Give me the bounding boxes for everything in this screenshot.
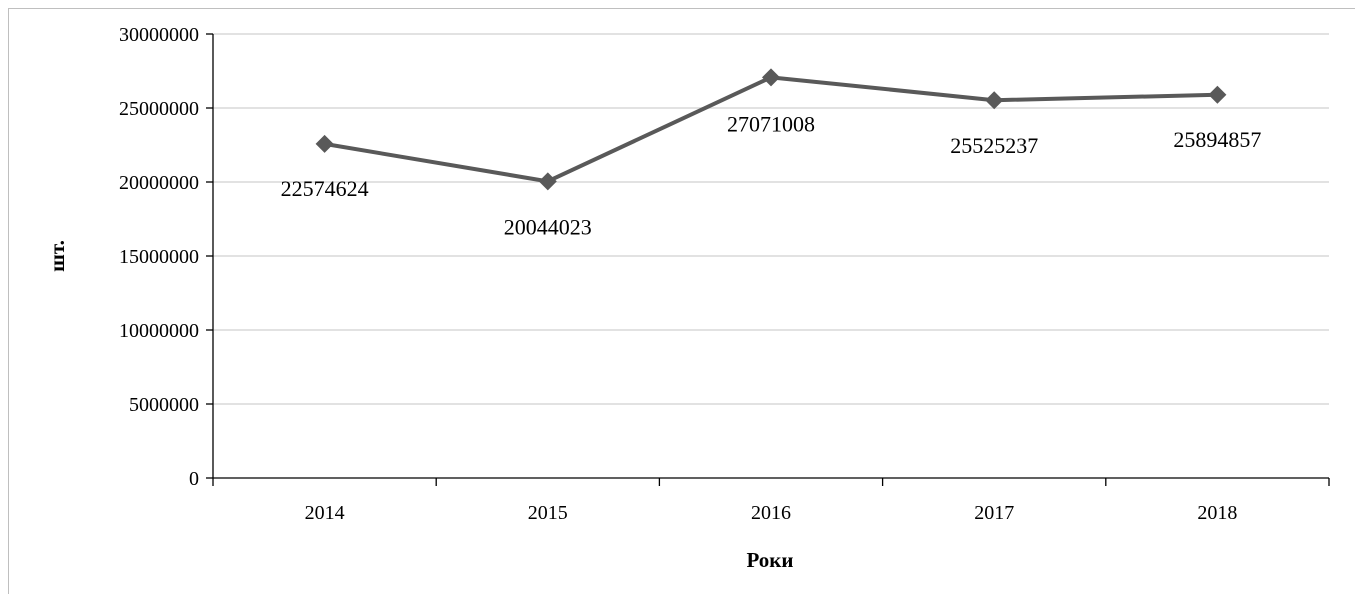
data-label: 20044023	[504, 214, 592, 239]
y-tick-label: 20000000	[119, 172, 199, 194]
data-label: 25525237	[950, 133, 1038, 158]
x-tick-label: 2014	[305, 502, 345, 524]
data-point-marker	[985, 91, 1004, 110]
data-label: 25894857	[1173, 127, 1261, 152]
x-tick-label: 2015	[528, 502, 568, 524]
data-labels: 22574624 20044023 27071008 25525237 25894857	[281, 111, 1262, 239]
data-point-marker	[1208, 85, 1227, 104]
data-point-marker	[315, 134, 334, 153]
data-point-marker	[538, 172, 557, 191]
y-tick-label: 10000000	[119, 320, 199, 342]
y-tick-label: 0	[189, 468, 199, 490]
series-group	[315, 68, 1227, 191]
y-axis-title: шт.	[45, 240, 69, 272]
y-tick-label: 25000000	[119, 98, 199, 120]
x-tick-label: 2017	[974, 502, 1014, 524]
data-point-marker	[762, 68, 780, 87]
y-tick-label: 30000000	[119, 24, 199, 46]
x-axis-title: Роки	[746, 548, 793, 572]
y-tick-label: 15000000	[119, 246, 199, 268]
x-tick-label: 2018	[1197, 502, 1237, 524]
axes	[206, 33, 1330, 486]
x-tick-label: 2016	[751, 502, 791, 524]
data-label: 27071008	[727, 111, 815, 136]
gridlines	[213, 33, 1329, 405]
data-label: 22574624	[281, 176, 369, 201]
y-tick-label: 5000000	[129, 394, 199, 416]
chart-frame	[8, 8, 1355, 594]
y-tick-labels: 0 5000000 10000000 15000000 20000000 25000000…	[119, 24, 199, 490]
x-tick-labels: 2014 2015 2016 2017 2018	[305, 502, 1238, 524]
